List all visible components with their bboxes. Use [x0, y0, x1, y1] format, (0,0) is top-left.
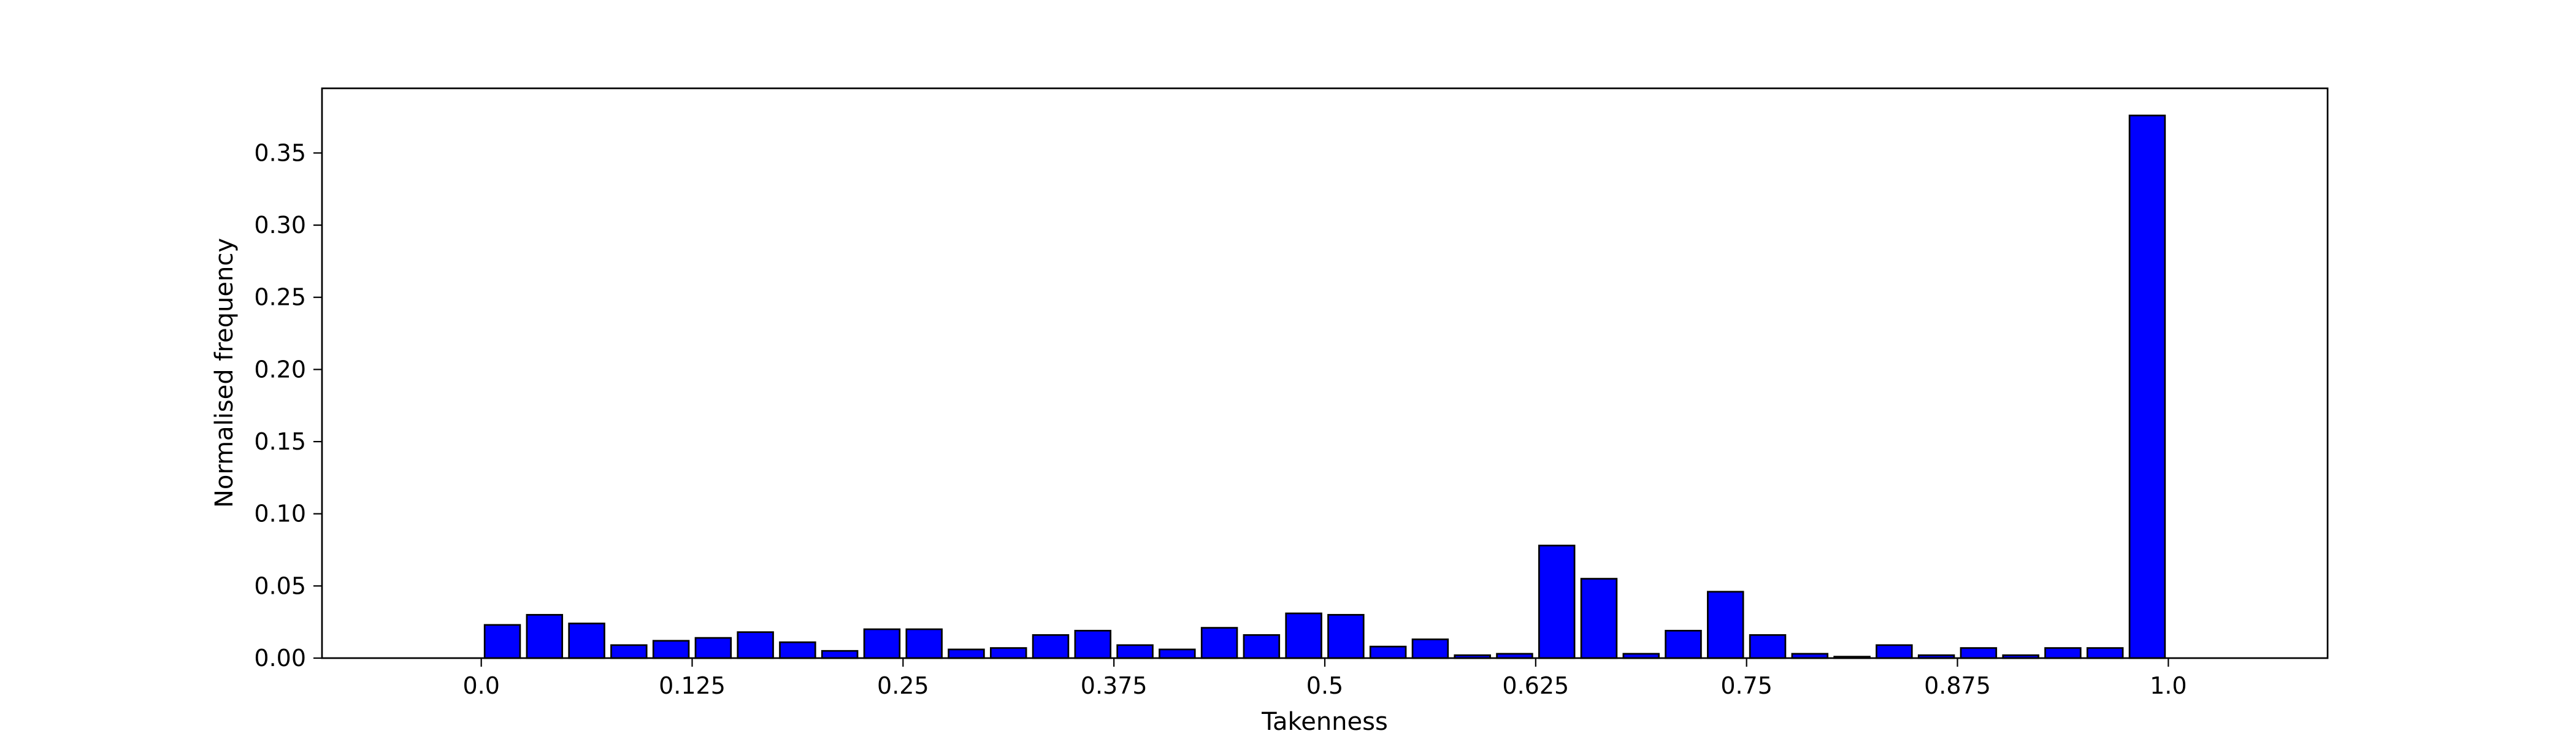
x-tick-label: 0.125: [659, 672, 726, 699]
histogram-bar: [652, 640, 690, 659]
histogram-bar: [1116, 644, 1154, 659]
histogram-bar: [1580, 578, 1618, 659]
histogram-bar: [821, 650, 859, 659]
histogram-bar: [1411, 638, 1449, 659]
histogram-bar: [1032, 634, 1070, 659]
x-tick-label: 0.875: [1924, 672, 1991, 699]
histogram-bar: [863, 628, 901, 659]
histogram-bar: [1074, 629, 1112, 659]
histogram-bar: [1960, 647, 1998, 659]
y-tick-label: 0.30: [254, 212, 306, 239]
bars-group: [483, 114, 2166, 659]
histogram-bar: [1159, 648, 1196, 659]
histogram-bar: [1285, 612, 1322, 659]
histogram-bar: [526, 614, 564, 659]
histogram-bar: [1876, 644, 1913, 659]
histogram-bar: [694, 637, 732, 659]
y-tick-label: 0.00: [254, 645, 306, 672]
histogram-bar: [1327, 614, 1365, 659]
histogram-bar: [2044, 647, 2082, 659]
y-axis-label: Normalised frequency: [210, 238, 239, 508]
y-tick-label: 0.35: [254, 139, 306, 166]
histogram-bar: [568, 623, 605, 659]
histogram-bar: [737, 631, 774, 659]
y-tick-label: 0.15: [254, 428, 306, 455]
histogram-bar: [779, 641, 816, 659]
histogram-bar: [1665, 629, 1702, 659]
x-tick-label: 0.0: [462, 672, 499, 699]
x-tick-label: 0.75: [1720, 672, 1773, 699]
x-tick-label: 1.0: [2150, 672, 2187, 699]
x-tick-label: 0.375: [1081, 672, 1148, 699]
histogram-bar: [905, 628, 943, 659]
histogram-bar: [990, 647, 1027, 659]
y-tick-label: 0.20: [254, 356, 306, 383]
y-axis-ticks: 0.00 0.05 0.10 0.15 0.20 0.25 0.30 0.35: [254, 139, 322, 672]
histogram-bar: [610, 644, 648, 659]
histogram-bar: [948, 648, 985, 659]
histogram-bar: [1200, 627, 1238, 659]
x-tick-label: 0.25: [877, 672, 929, 699]
histogram-bar: [1538, 545, 1576, 659]
histogram-bar: [1369, 645, 1407, 659]
y-tick-label: 0.05: [254, 572, 306, 599]
x-tick-label: 0.625: [1502, 672, 1569, 699]
x-axis-ticks: 0.0 0.125 0.25 0.375 0.5 0.625 0.75 0.875 1.0: [462, 658, 2187, 699]
y-tick-label: 0.25: [254, 284, 306, 311]
x-axis-label: Takenness: [1261, 708, 1388, 736]
histogram-bar: [1243, 634, 1281, 659]
histogram-bar: [2086, 647, 2124, 659]
histogram-bar: [483, 624, 521, 659]
histogram-bar: [1749, 634, 1787, 659]
y-tick-label: 0.10: [254, 500, 306, 527]
histogram-bar: [2128, 114, 2166, 659]
histogram-bar: [1707, 591, 1744, 659]
x-tick-label: 0.5: [1306, 672, 1343, 699]
